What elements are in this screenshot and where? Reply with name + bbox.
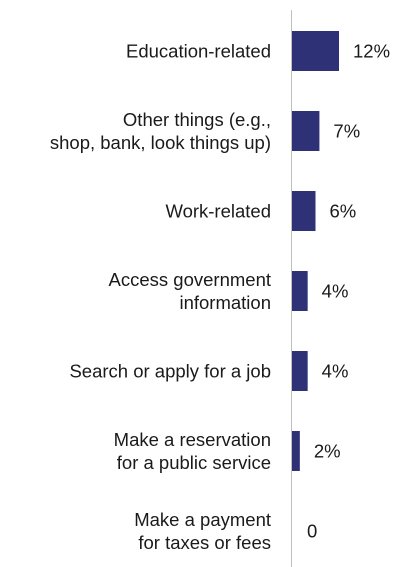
data-label: 6% — [329, 200, 357, 222]
data-label: 2% — [313, 440, 341, 462]
category-label: Other things (e.g., shop, bank, look thi… — [49, 109, 271, 153]
data-label: 7% — [333, 120, 361, 142]
bar — [292, 271, 308, 311]
category-label: Make a reservation for a public service — [113, 429, 271, 473]
category-label: Access government information — [108, 269, 271, 313]
bar — [292, 111, 320, 151]
data-label: 12% — [353, 40, 391, 62]
category-label: Education-related — [125, 40, 271, 62]
data-label: 0 — [307, 520, 318, 542]
bar — [292, 31, 339, 71]
category-label: Search or apply for a job — [69, 360, 271, 382]
bar — [292, 431, 300, 471]
data-label: 4% — [321, 280, 349, 302]
data-label: 4% — [321, 360, 349, 382]
bar-group — [292, 31, 339, 471]
category-label: Make a payment for taxes or fees — [134, 509, 271, 553]
bar — [292, 351, 308, 391]
bar — [292, 191, 316, 231]
category-label: Work-related — [165, 200, 271, 222]
